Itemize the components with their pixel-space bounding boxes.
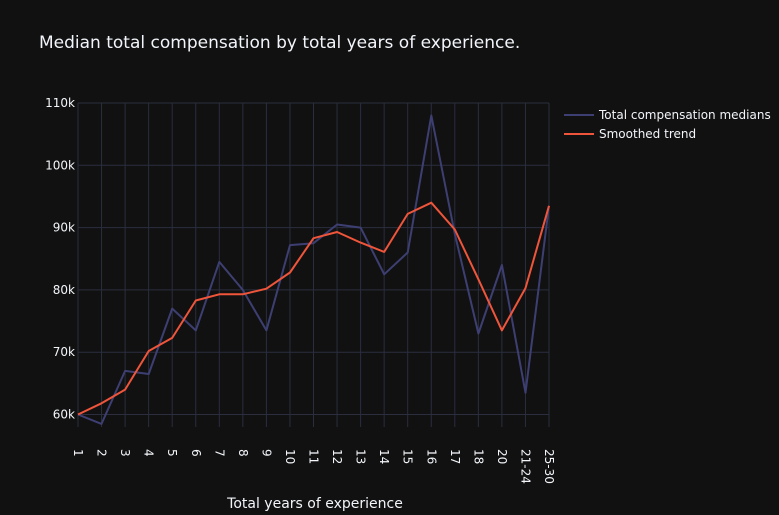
series-0-point[interactable] xyxy=(312,242,314,244)
series-1-point[interactable] xyxy=(289,271,291,273)
legend[interactable]: Total compensation medians Smoothed trend xyxy=(564,108,771,141)
x-tick-label: 18 xyxy=(471,449,485,464)
series-1-point[interactable] xyxy=(548,205,550,207)
series-0-point[interactable] xyxy=(242,289,244,291)
series-0-point[interactable] xyxy=(524,392,526,394)
series-line-1[interactable] xyxy=(77,201,550,416)
series-0-point[interactable] xyxy=(383,273,385,275)
series-0-point[interactable] xyxy=(501,264,503,266)
series-0-point[interactable] xyxy=(430,114,432,116)
x-axis-title: Total years of experience xyxy=(226,496,403,512)
x-tick-label: 11 xyxy=(307,449,321,464)
grid-lines xyxy=(77,102,550,427)
legend-label[interactable]: Total compensation medians xyxy=(598,108,771,122)
x-tick-label: 1 xyxy=(71,449,85,457)
series-0-point[interactable] xyxy=(336,223,338,225)
y-axis-ticks: 60k 70k 80k 90k 100k 110k xyxy=(45,96,75,422)
y-tick-label: 70k xyxy=(53,345,75,359)
x-tick-label: 2 xyxy=(95,449,109,457)
x-tick-label: 20 xyxy=(495,449,509,464)
series-1-point[interactable] xyxy=(407,213,409,215)
x-tick-label: 9 xyxy=(259,449,273,457)
x-tick-label: 25-30 xyxy=(542,449,556,484)
series-0-point[interactable] xyxy=(289,244,291,246)
x-tick-label: 7 xyxy=(212,449,226,457)
series-0-point[interactable] xyxy=(407,251,409,253)
y-tick-label: 90k xyxy=(53,221,75,235)
series-1-point[interactable] xyxy=(218,293,220,295)
series-0-point[interactable] xyxy=(218,261,220,263)
series-0-point[interactable] xyxy=(477,332,479,334)
series-1-point[interactable] xyxy=(100,402,102,404)
x-tick-label: 13 xyxy=(354,449,368,464)
x-tick-label: 14 xyxy=(377,449,391,464)
series-1-point[interactable] xyxy=(501,329,503,331)
series-0-point[interactable] xyxy=(100,423,102,425)
series-0-point[interactable] xyxy=(359,226,361,228)
x-axis-ticks: 1 2 3 4 5 6 7 8 9 10 11 12 13 14 15 16 17 18 20 21-24 25-30 xyxy=(71,449,556,484)
series-1-point[interactable] xyxy=(336,231,338,233)
y-tick-label: 110k xyxy=(45,96,75,110)
series-1-point[interactable] xyxy=(359,241,361,243)
series-1-point[interactable] xyxy=(195,299,197,301)
series-0-point[interactable] xyxy=(265,329,267,331)
series-1-point[interactable] xyxy=(171,337,173,339)
series-1-point[interactable] xyxy=(312,237,314,239)
series-0-point[interactable] xyxy=(148,373,150,375)
legend-label[interactable]: Smoothed trend xyxy=(599,127,696,141)
x-tick-label: 17 xyxy=(448,449,462,464)
series-1-point[interactable] xyxy=(477,278,479,280)
series-1-point[interactable] xyxy=(124,388,126,390)
series-1-point[interactable] xyxy=(265,288,267,290)
x-tick-label: 10 xyxy=(283,449,297,464)
x-tick-label: 8 xyxy=(236,449,250,457)
series-1-point[interactable] xyxy=(242,293,244,295)
x-tick-label: 6 xyxy=(189,449,203,457)
series-1-point[interactable] xyxy=(77,413,79,415)
y-tick-label: 60k xyxy=(53,408,75,422)
series-line-0[interactable] xyxy=(77,114,550,425)
series-0-point[interactable] xyxy=(171,307,173,309)
series-1-point[interactable] xyxy=(383,251,385,253)
series-1-point[interactable] xyxy=(454,228,456,230)
x-tick-label: 16 xyxy=(424,449,438,464)
x-tick-label: 5 xyxy=(165,449,179,457)
y-tick-label: 100k xyxy=(45,158,75,172)
y-tick-label: 80k xyxy=(53,283,75,297)
x-tick-label: 12 xyxy=(330,449,344,464)
series-layer xyxy=(77,114,550,425)
x-tick-label: 3 xyxy=(118,449,132,457)
x-tick-label: 15 xyxy=(401,449,415,464)
series-0-point[interactable] xyxy=(124,370,126,372)
x-tick-label: 21-24 xyxy=(518,449,532,484)
series-1-point[interactable] xyxy=(430,202,432,204)
series-1-point[interactable] xyxy=(148,350,150,352)
series-0-point[interactable] xyxy=(195,329,197,331)
series-1-point[interactable] xyxy=(524,287,526,289)
chart-title: Median total compensation by total years… xyxy=(39,33,521,53)
x-tick-label: 4 xyxy=(142,449,156,457)
